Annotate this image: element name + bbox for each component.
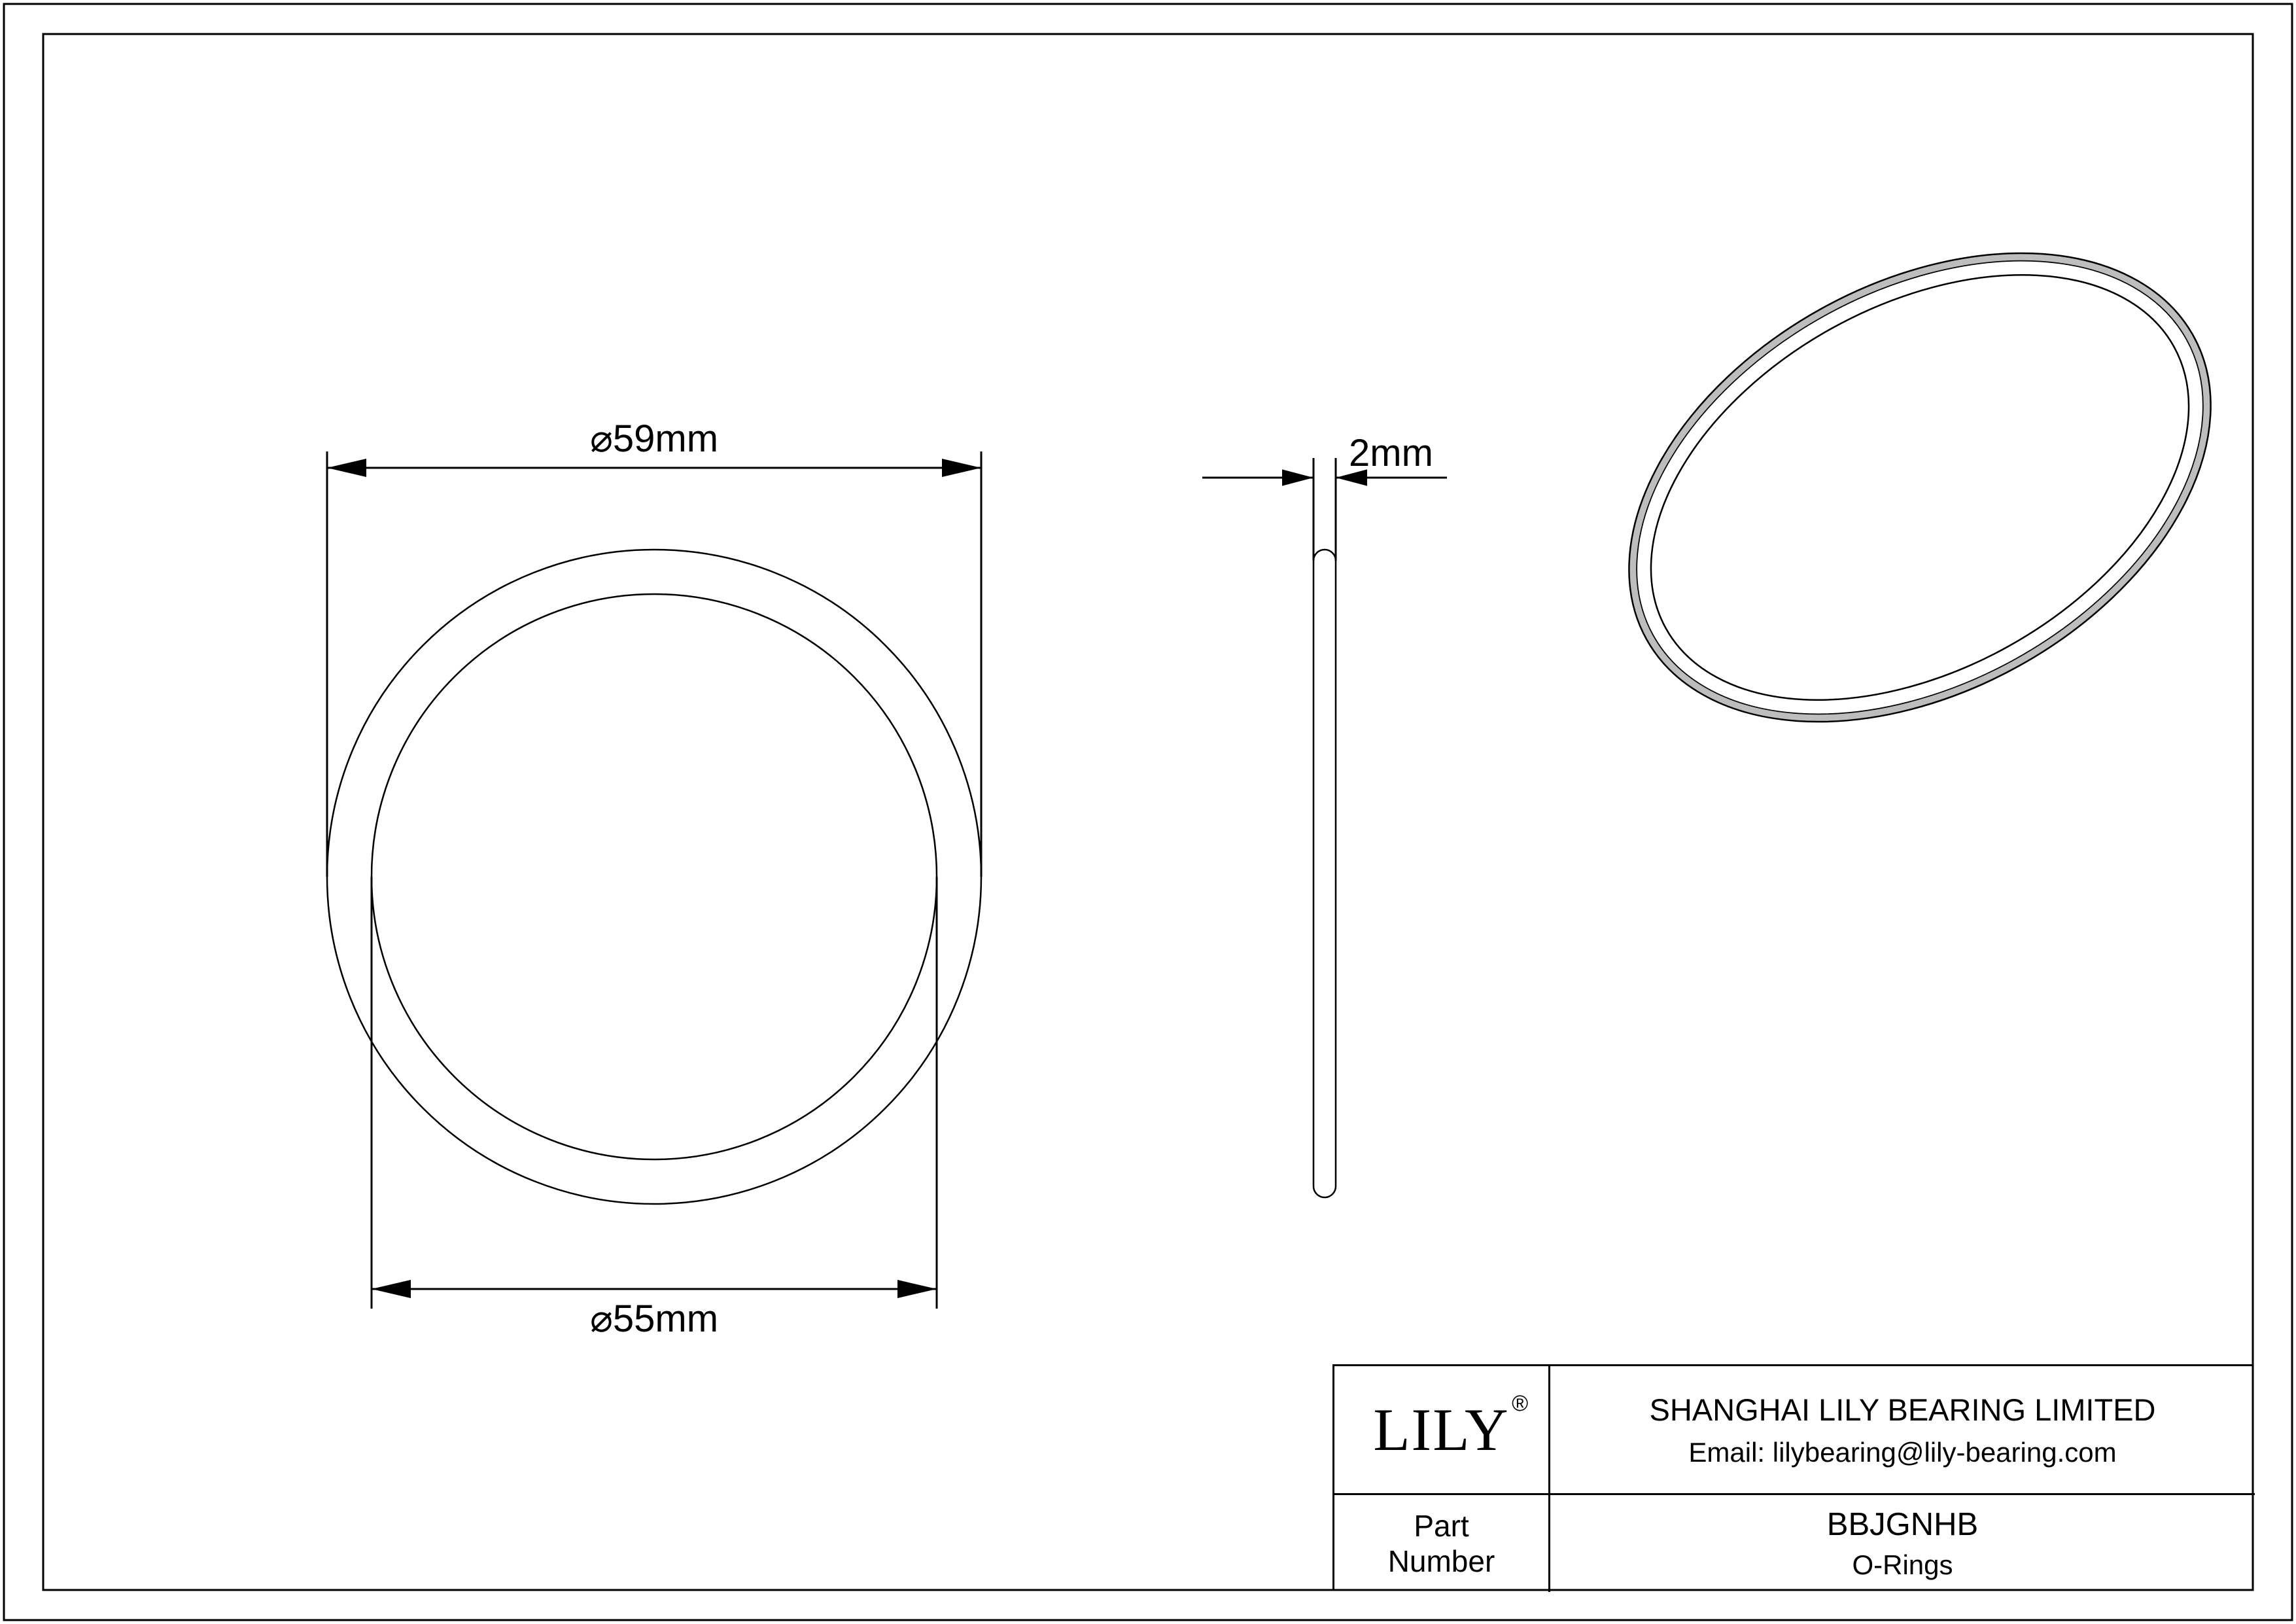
logo-text: LILY ® xyxy=(1373,1395,1509,1464)
logo-cell: LILY ® xyxy=(1334,1366,1550,1495)
part-number-label-cell: Part Number xyxy=(1334,1495,1550,1592)
product-name: O-Rings xyxy=(1852,1549,1953,1581)
isometric-ring xyxy=(1548,157,2293,817)
part-number-value-cell: BBJGNHB O-Rings xyxy=(1550,1495,2255,1592)
title-block: LILY ® SHANGHAI LILY BEARING LIMITED Ema… xyxy=(1332,1364,2253,1590)
part-number-label-line2: Number xyxy=(1388,1544,1495,1579)
part-number-value: BBJGNHB xyxy=(1827,1506,1978,1543)
registered-mark-icon: ® xyxy=(1512,1391,1529,1417)
section-width-label: 2mm xyxy=(1349,432,1433,474)
outer-diameter-label: ⌀59mm xyxy=(590,417,718,460)
part-number-label-line1: Part xyxy=(1414,1508,1469,1544)
company-name: SHANGHAI LILY BEARING LIMITED xyxy=(1650,1392,2156,1428)
logo-word: LILY xyxy=(1373,1396,1509,1463)
company-cell: SHANGHAI LILY BEARING LIMITED Email: lil… xyxy=(1550,1366,2255,1495)
inner-diameter-label: ⌀55mm xyxy=(590,1297,718,1340)
company-email: Email: lilybearing@lily-bearing.com xyxy=(1688,1437,2116,1468)
